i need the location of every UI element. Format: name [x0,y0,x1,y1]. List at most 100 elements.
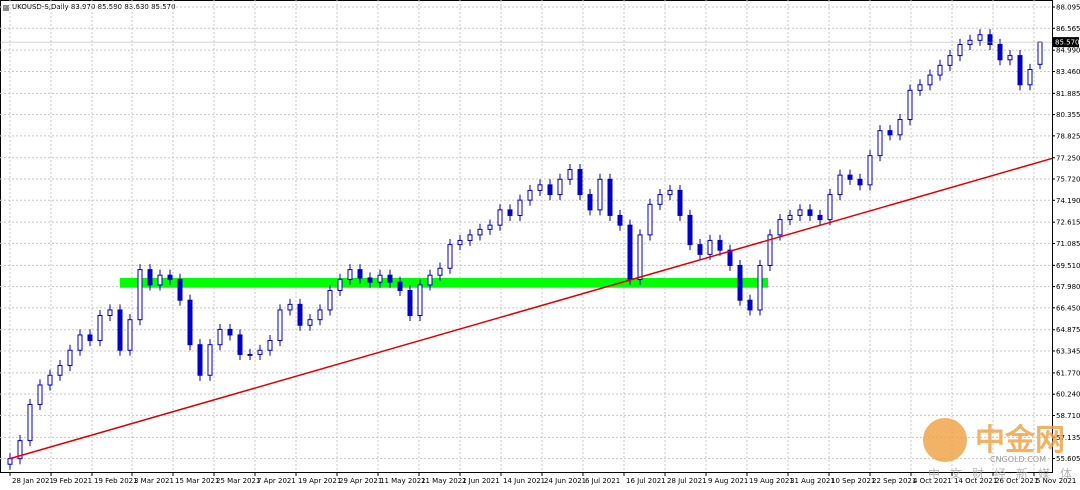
candle-body [1017,55,1023,86]
x-tick-label: 29 Apr 2021 [339,477,382,485]
candle-body [977,34,983,41]
candle-body [197,344,203,376]
candle-body [917,84,923,91]
candle-body [147,269,153,286]
candle-body [47,374,53,386]
candle-body [707,239,713,255]
candle-body [907,89,913,121]
candle-body [427,274,433,286]
candle-body [657,194,663,205]
candle-body [887,130,893,136]
candle-body [1027,68,1033,86]
y-tick-label: 88.095 [1056,4,1080,12]
candle-body [507,209,513,216]
candle-body [407,289,413,317]
watermark-logo [923,418,967,462]
y-tick-label: 80.355 [1056,111,1080,119]
candle-body [217,328,223,346]
candle-body [927,74,933,86]
x-tick-label: 16 Jul 2021 [626,477,666,485]
candle-body [367,277,373,283]
candle-body [577,169,583,196]
candle-body [247,353,253,356]
candle-body [497,209,503,226]
candle-body [107,309,113,317]
candle-body [607,178,613,216]
candle-body [827,194,833,221]
candle-body [437,267,443,276]
x-tick-label: 14 Oct 2021 [954,477,997,485]
candle-body [227,328,233,336]
candle-body [737,264,743,301]
trendline [9,157,1053,460]
candle-body [797,209,803,216]
candle-body [527,189,533,201]
y-tick-label: 86.565 [1056,25,1080,33]
candle-body [417,284,423,317]
y-tick-label: 72.615 [1056,219,1080,227]
candle-body [877,130,883,157]
candle-body [617,214,623,226]
plot-frame [0,0,1053,473]
candle-body [647,203,653,236]
candle-body [257,349,263,355]
candle-body [27,403,33,442]
candle-body [457,239,463,246]
candle-body [337,278,343,291]
candle-body [807,209,813,216]
x-tick-label: 3 Mar 2021 [134,477,174,485]
candle-body [347,269,353,280]
candle-body [67,349,73,367]
candle-body [727,249,733,266]
candle-body [537,184,543,191]
x-tick-label: 28 Jan 2021 [12,477,54,485]
candle-body [557,178,563,196]
x-tick-label: 6 Jul 2021 [585,477,620,485]
y-tick-label: 83.460 [1056,68,1080,76]
candle-body [717,239,723,251]
candle-body [327,289,333,311]
candle-body [267,340,273,351]
x-tick-label: 28 Jul 2021 [667,477,707,485]
candle-body [307,319,313,326]
y-tick-label: 57.135 [1056,434,1080,442]
candle-body [37,384,43,405]
candle-body [177,278,183,301]
candle-body [987,34,993,45]
candle-body [77,334,83,351]
candle-body [517,199,523,216]
x-tick-label: 25 Mar 2021 [216,477,260,485]
candle-body [817,214,823,221]
candle-body [17,440,23,460]
x-tick-label: 22 Sep 2021 [872,477,916,485]
candle-body [397,281,403,291]
candle-body [137,269,143,321]
x-tick-label: 15 Mar 2021 [175,477,219,485]
candle-body [837,174,843,196]
candle-body [997,43,1003,61]
y-tick-label: 60.240 [1056,391,1080,399]
candle-body [97,315,103,342]
y-tick-label: 84.990 [1056,47,1080,55]
candle-body [567,169,573,180]
x-tick-label: 2 Jun 2021 [462,477,500,485]
candle-body [237,334,243,355]
x-tick-label: 9 Feb 2021 [53,477,92,485]
watermark: 中金网 [975,423,1065,458]
y-tick-label: 67.980 [1056,283,1080,291]
candle-body [597,178,603,211]
x-tick-label: 4 Oct 2021 [913,477,952,485]
x-tick-label: 31 Aug 2021 [790,477,835,485]
x-tick-label: 7 Apr 2021 [257,477,296,485]
candle-body [467,234,473,241]
candle-body [547,184,553,196]
last-price-label: 85.570 [1055,39,1080,47]
candle-body [57,365,63,376]
y-tick-label: 69.510 [1056,262,1080,270]
y-tick-label: 63.345 [1056,348,1080,356]
y-tick-label: 61.770 [1056,369,1080,377]
y-tick-label: 71.085 [1056,240,1080,248]
y-tick-label: 64.875 [1056,326,1080,334]
candle-body [767,234,773,266]
